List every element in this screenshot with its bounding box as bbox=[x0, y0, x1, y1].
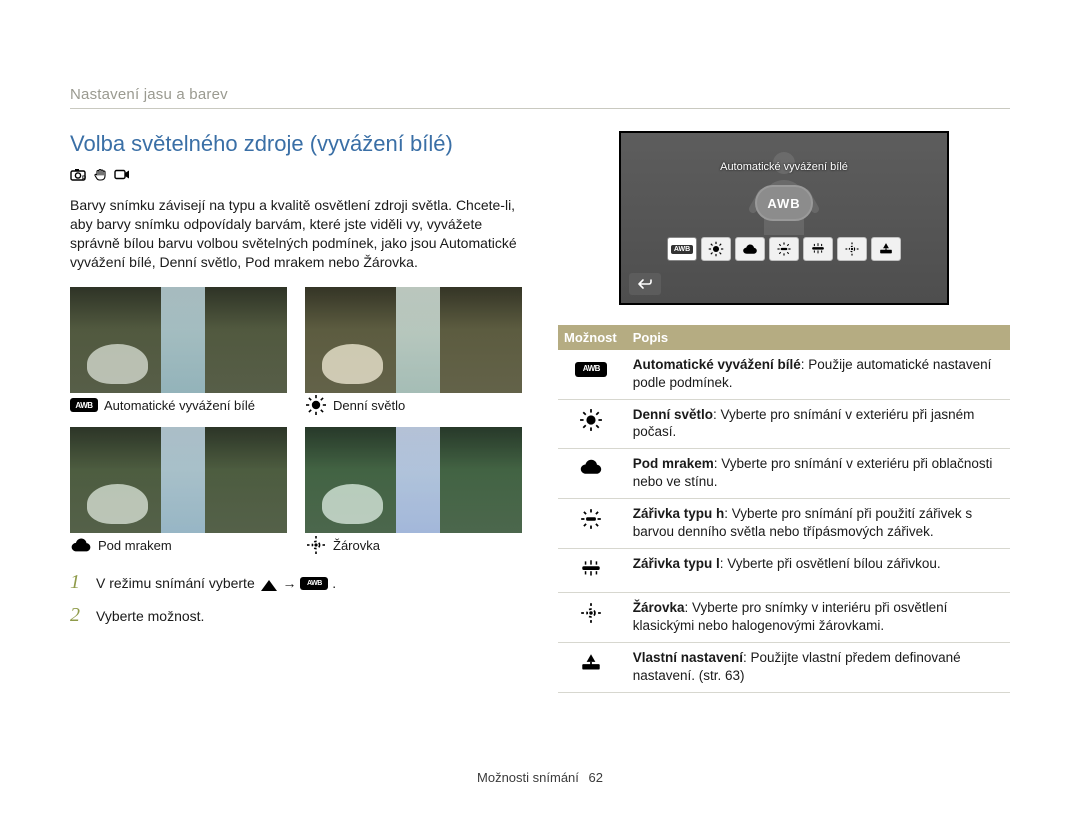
screen-wb-options-row: AWB bbox=[667, 237, 901, 261]
table-row: Denní světlo: Vyberte pro snímání v exte… bbox=[558, 399, 1010, 449]
cloud-icon bbox=[70, 538, 92, 552]
cloud-icon bbox=[579, 457, 603, 479]
step-1: 1 V režimu snímání vyberte → AWB . bbox=[70, 571, 522, 594]
th-description: Popis bbox=[625, 325, 1010, 350]
options-table: Možnost Popis AWB Automatické vyvážení b… bbox=[558, 325, 1010, 693]
screen-back-button[interactable] bbox=[629, 273, 661, 295]
table-row: Žárovka: Vyberte pro snímky v interiéru … bbox=[558, 593, 1010, 643]
table-row: Zářivka typu l: Vyberte při osvětlení bí… bbox=[558, 548, 1010, 593]
screen-awb-badge: AWB bbox=[755, 185, 813, 221]
sun-icon bbox=[305, 398, 327, 412]
row-title: Zářivka typu l bbox=[633, 556, 720, 571]
thumb-label: Denní světlo bbox=[333, 398, 405, 413]
left-column: Volba světelného zdroje (vyvážení bílé) … bbox=[70, 131, 522, 693]
thumb-label: Pod mrakem bbox=[98, 538, 172, 553]
row-title: Denní světlo bbox=[633, 407, 713, 422]
bulb-icon bbox=[305, 538, 327, 552]
step-2: 2 Vyberte možnost. bbox=[70, 604, 522, 627]
awb-icon: AWB bbox=[575, 362, 607, 377]
fluorescent-h-icon bbox=[579, 507, 603, 529]
thumb-label: Automatické vyvážení bílé bbox=[104, 398, 255, 413]
thumbnail-grid: AWB Automatické vyvážení bílé Denní svět… bbox=[70, 287, 522, 553]
step-number: 1 bbox=[70, 571, 86, 594]
breadcrumb: Nastavení jasu a barev bbox=[70, 86, 1010, 109]
section-title: Volba světelného zdroje (vyvážení bílé) bbox=[70, 131, 522, 157]
th-option: Možnost bbox=[558, 325, 625, 350]
right-column: Automatické vyvážení bílé AWB AWB Možnos… bbox=[558, 131, 1010, 693]
intro-text: Barvy snímku závisejí na typu a kvalitě … bbox=[70, 196, 522, 272]
page-footer: Možnosti snímání 62 bbox=[0, 770, 1080, 785]
thumb-cloudy: Pod mrakem bbox=[70, 427, 287, 553]
row-title: Vlastní nastavení bbox=[633, 650, 743, 665]
row-desc: : Vyberte při osvětlení bílou zářivkou. bbox=[720, 556, 941, 571]
thumb-awb: AWB Automatické vyvážení bílé bbox=[70, 287, 287, 413]
hand-icon bbox=[92, 167, 108, 184]
table-row: Pod mrakem: Vyberte pro snímání v exteri… bbox=[558, 449, 1010, 499]
step-number: 2 bbox=[70, 604, 86, 627]
camera-p-icon: P bbox=[70, 167, 86, 184]
row-title: Zářivka typu h bbox=[633, 506, 725, 521]
thumb-image bbox=[305, 427, 522, 533]
wb-option-fluo-h[interactable] bbox=[769, 237, 799, 261]
step-text-post: . bbox=[332, 575, 336, 591]
mode-icons: P bbox=[70, 167, 522, 184]
row-title: Pod mrakem bbox=[633, 456, 714, 471]
custom-icon bbox=[579, 651, 603, 673]
thumb-daylight: Denní světlo bbox=[305, 287, 522, 413]
fluorescent-l-icon bbox=[579, 557, 603, 579]
table-row: Vlastní nastavení: Použijte vlastní před… bbox=[558, 642, 1010, 692]
page-number: 62 bbox=[589, 770, 603, 785]
table-row: Zářivka typu h: Vyberte pro snímání při … bbox=[558, 498, 1010, 548]
sun-icon bbox=[579, 408, 603, 430]
bulb-icon bbox=[579, 601, 603, 623]
row-title: Automatické vyvážení bílé bbox=[633, 357, 801, 372]
wb-option-cloud[interactable] bbox=[735, 237, 765, 261]
wb-option-bulb[interactable] bbox=[837, 237, 867, 261]
wb-option-awb[interactable]: AWB bbox=[667, 237, 697, 261]
thumb-image bbox=[70, 427, 287, 533]
screen-wb-label: Automatické vyvážení bílé bbox=[720, 161, 848, 173]
wb-option-custom[interactable] bbox=[871, 237, 901, 261]
step-text: V režimu snímání vyberte → AWB . bbox=[96, 573, 336, 593]
triangle-up-icon bbox=[259, 577, 279, 591]
thumb-image bbox=[305, 287, 522, 393]
awb-icon: AWB bbox=[70, 398, 98, 412]
step-text-mid: → bbox=[283, 575, 301, 591]
row-title: Žárovka bbox=[633, 600, 685, 615]
table-row: AWB Automatické vyvážení bílé: Použije a… bbox=[558, 350, 1010, 399]
thumb-image bbox=[70, 287, 287, 393]
thumb-tungsten: Žárovka bbox=[305, 427, 522, 553]
back-arrow-icon bbox=[637, 278, 653, 290]
video-icon bbox=[114, 167, 130, 184]
awb-icon: AWB bbox=[300, 577, 328, 590]
footer-label: Možnosti snímání bbox=[477, 770, 579, 785]
thumb-label: Žárovka bbox=[333, 538, 380, 553]
camera-screen-preview: Automatické vyvážení bílé AWB AWB bbox=[619, 131, 949, 305]
step-text-pre: V režimu snímání vyberte bbox=[96, 575, 259, 591]
wb-option-fluo-l[interactable] bbox=[803, 237, 833, 261]
steps-list: 1 V režimu snímání vyberte → AWB . 2 Vyb… bbox=[70, 571, 522, 627]
svg-text:P: P bbox=[82, 176, 86, 181]
wb-option-sun[interactable] bbox=[701, 237, 731, 261]
step-text: Vyberte možnost. bbox=[96, 606, 204, 626]
